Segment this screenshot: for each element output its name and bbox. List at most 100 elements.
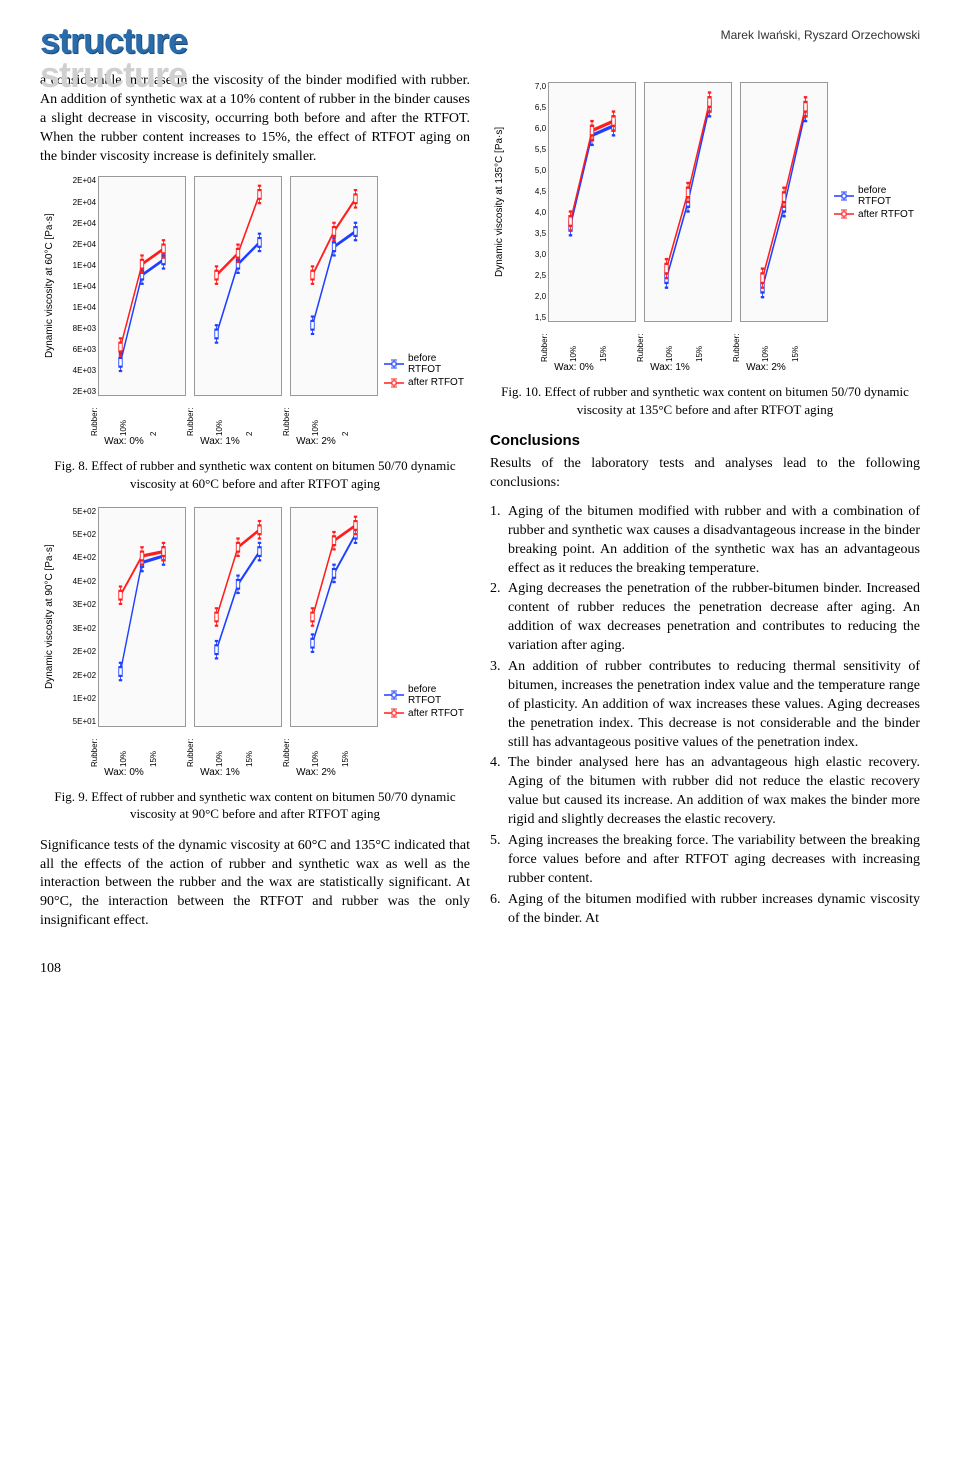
conclusions-intro: Results of the laboratory tests and anal… bbox=[490, 455, 920, 493]
wax-label: Wax: 0% bbox=[80, 436, 168, 447]
x-tick-group: Rubber:10%15% bbox=[272, 727, 360, 767]
x-tick: 10% bbox=[311, 396, 320, 436]
legend-marker-icon bbox=[384, 690, 404, 700]
conclusion-list: 1. Aging of the bitumen modified with rub… bbox=[490, 503, 920, 929]
conclusion-num: 1. bbox=[490, 503, 508, 579]
legend-marker-icon bbox=[834, 191, 854, 201]
fig9-yticks: 5E+025E+024E+024E+023E+023E+022E+022E+02… bbox=[59, 507, 98, 727]
conclusion-item: 1.Aging of the bitumen modified with rub… bbox=[490, 503, 920, 579]
x-tick: 10% bbox=[119, 396, 128, 436]
y-tick: 1E+02 bbox=[59, 694, 96, 703]
figure-10: Dynamic viscosity at 135°C [Pa·s] 7,06,5… bbox=[490, 82, 920, 373]
x-tick: Rubber: bbox=[282, 396, 291, 436]
x-tick: 10% bbox=[665, 322, 674, 362]
x-tick: Rubber: bbox=[186, 396, 195, 436]
legend-item: after RTFOT bbox=[384, 377, 470, 388]
y-tick: 3E+02 bbox=[59, 600, 96, 609]
x-tick-group: Rubber:10%15% bbox=[80, 727, 168, 767]
page-header: structure structure Marek Iwański, Rysza… bbox=[40, 20, 920, 62]
fig10-panels bbox=[548, 82, 828, 322]
wax-label: Wax: 1% bbox=[176, 436, 264, 447]
chart-panel bbox=[740, 82, 828, 322]
left-column: a considerable increase in the viscosity… bbox=[40, 72, 470, 977]
fig9-waxrow: Wax: 0% Wax: 1% Wax: 2% bbox=[80, 767, 470, 778]
y-tick: 3,0 bbox=[509, 250, 546, 259]
conclusion-text: Aging decreases the penetration of the r… bbox=[508, 580, 920, 656]
fig8-caption: Fig. 8. Effect of rubber and synthetic w… bbox=[40, 457, 470, 492]
x-tick: 2 bbox=[245, 396, 254, 436]
chart-panel bbox=[194, 507, 282, 727]
fig8-panels bbox=[98, 176, 378, 396]
chart-panel bbox=[98, 176, 186, 396]
fig8-ylabel: Dynamic viscosity at 60°C [Pa·s] bbox=[40, 176, 59, 396]
y-tick: 2,0 bbox=[509, 292, 546, 301]
y-tick: 5,0 bbox=[509, 166, 546, 175]
chart-panel bbox=[644, 82, 732, 322]
conclusion-item: 3.An addition of rubber contributes to r… bbox=[490, 658, 920, 752]
figure-8: Dynamic viscosity at 60°C [Pa·s] 2E+04 2E… bbox=[40, 176, 470, 447]
x-tick-group: Rubber: 10% 2 bbox=[80, 396, 168, 436]
x-tick-group: Rubber:10%15% bbox=[176, 727, 264, 767]
fig9-ylabel: Dynamic viscosity at 90°C [Pa·s] bbox=[40, 507, 59, 727]
legend-marker-icon bbox=[384, 359, 404, 369]
x-tick: 15% bbox=[791, 322, 800, 362]
y-tick: 2E+02 bbox=[59, 671, 96, 680]
y-tick: 2,5 bbox=[509, 271, 546, 280]
conclusion-num: 2. bbox=[490, 580, 508, 656]
legend-item: before RTFOT bbox=[834, 185, 920, 207]
fig10-waxrow: Wax: 0%Wax: 1%Wax: 2% bbox=[530, 362, 920, 373]
legend-label: before RTFOT bbox=[408, 684, 470, 706]
y-tick: 2E+04 bbox=[59, 198, 96, 207]
legend-item: after RTFOT bbox=[384, 708, 470, 719]
y-tick: 7,0 bbox=[509, 82, 546, 91]
y-tick: 5E+02 bbox=[59, 507, 96, 516]
legend-item: before RTFOT bbox=[384, 353, 470, 375]
x-tick: 10% bbox=[215, 727, 224, 767]
conclusion-text: Aging increases the breaking force. The … bbox=[508, 832, 920, 889]
x-tick: Rubber: bbox=[90, 396, 99, 436]
brand-shadow: structure bbox=[40, 54, 187, 96]
authors-line: Marek Iwański, Ryszard Orzechowski bbox=[721, 28, 920, 42]
wax-label: Wax: 0% bbox=[80, 767, 168, 778]
y-tick: 6,5 bbox=[509, 103, 546, 112]
x-tick: 10% bbox=[215, 396, 224, 436]
x-tick: 10% bbox=[761, 322, 770, 362]
y-tick: 4,0 bbox=[509, 208, 546, 217]
chart-panel bbox=[194, 176, 282, 396]
y-tick: 1E+04 bbox=[59, 282, 96, 291]
fig8-yticks: 2E+042E+042E+042E+041E+041E+041E+048E+03… bbox=[59, 176, 98, 396]
conclusion-text: Aging of the bitumen modified with rubbe… bbox=[508, 891, 920, 929]
y-tick: 3,5 bbox=[509, 229, 546, 238]
conclusions-heading: Conclusions bbox=[490, 432, 920, 449]
wax-label: Wax: 1% bbox=[176, 767, 264, 778]
fig10-caption: Fig. 10. Effect of rubber and synthetic … bbox=[490, 383, 920, 418]
x-tick: 2 bbox=[149, 396, 158, 436]
y-tick: 1E+04 bbox=[59, 303, 96, 312]
wax-label: Wax: 2% bbox=[722, 362, 810, 373]
mid-paragraph: Significance tests of the dynamic viscos… bbox=[40, 837, 470, 931]
y-tick: 4E+03 bbox=[59, 366, 96, 375]
fig8-legend: before RTFOT after RTFOT bbox=[378, 176, 470, 396]
legend-item: after RTFOT bbox=[834, 209, 920, 220]
brand-logo: structure structure bbox=[40, 20, 187, 62]
two-column-layout: a considerable increase in the viscosity… bbox=[40, 72, 920, 977]
y-tick: 6,0 bbox=[509, 124, 546, 133]
y-tick: 2E+04 bbox=[59, 219, 96, 228]
fig10-legend: before RTFOT after RTFOT bbox=[828, 82, 920, 322]
x-tick: 10% bbox=[311, 727, 320, 767]
x-tick: 15% bbox=[245, 727, 254, 767]
chart-panel bbox=[290, 507, 378, 727]
y-tick: 4E+02 bbox=[59, 577, 96, 586]
wax-label: Wax: 2% bbox=[272, 767, 360, 778]
conclusion-num: 5. bbox=[490, 832, 508, 889]
y-tick: 4E+02 bbox=[59, 553, 96, 562]
mid-text: Significance tests of the dynamic viscos… bbox=[40, 837, 470, 931]
legend-marker-icon bbox=[384, 378, 404, 388]
conclusion-item: 4.The binder analysed here has an advant… bbox=[490, 754, 920, 830]
legend-label: before RTFOT bbox=[858, 185, 920, 207]
x-tick-group: Rubber:10%15% bbox=[626, 322, 714, 362]
fig9-legend: before RTFOT after RTFOT bbox=[378, 507, 470, 727]
y-tick: 6E+03 bbox=[59, 345, 96, 354]
x-tick-group: Rubber:10%15% bbox=[722, 322, 810, 362]
legend-marker-icon bbox=[834, 209, 854, 219]
